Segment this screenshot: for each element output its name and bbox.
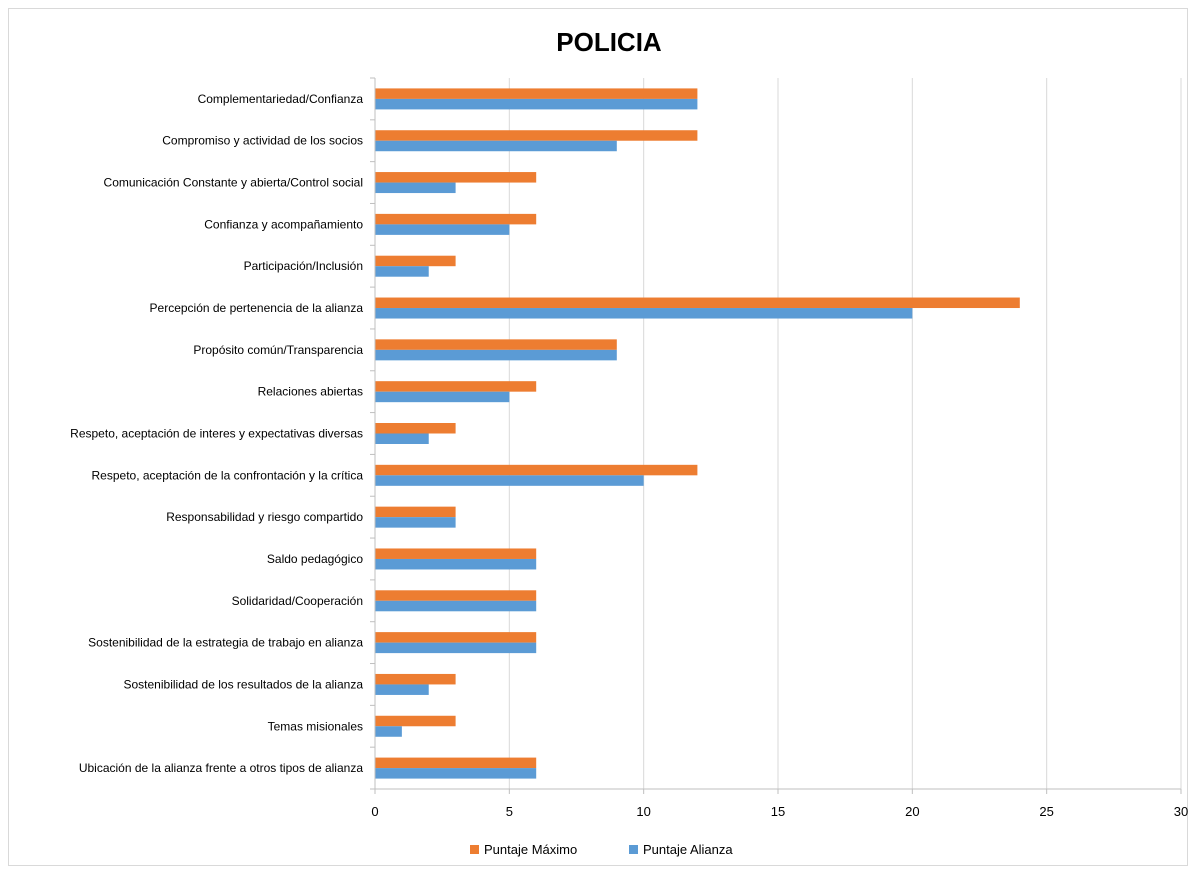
category-label: Confianza y acompañamiento [204,217,363,231]
bar-puntaje-alianza [375,600,537,612]
bar-puntaje-maximo [375,590,537,601]
category-label: Propósito común/Transparencia [193,343,363,357]
bar-puntaje-maximo [375,339,617,350]
category-label: Participación/Inclusión [244,259,363,273]
bar-puntaje-maximo [375,548,537,559]
category-label: Comunicación Constante y abierta/Control… [104,176,363,190]
bar-puntaje-maximo [375,757,537,769]
bar-puntaje-maximo [375,506,456,518]
legend-swatch-maximo [470,845,479,854]
bar-puntaje-alianza [375,768,537,779]
bar-puntaje-alianza [375,684,429,695]
legend-swatch-alianza [629,845,638,854]
bar-puntaje-alianza [375,558,537,570]
bar-puntaje-maximo [375,255,456,267]
gridlines [508,78,1182,789]
axes [370,77,1182,794]
bar-puntaje-maximo [375,172,537,183]
category-label: Solidaridad/Cooperación [232,594,363,608]
category-label: Saldo pedagógico [267,552,363,566]
bar-puntaje-maximo [375,213,537,225]
bar-puntaje-alianza [375,308,913,319]
bar-puntaje-maximo [375,715,456,727]
bar-puntaje-alianza [375,182,456,194]
legend-label: Puntaje Máximo [484,842,577,857]
bar-puntaje-alianza [375,266,429,277]
bar-puntaje-alianza [375,475,644,486]
x-tick-label: 5 [506,804,513,819]
bar-puntaje-alianza [375,433,429,444]
bar-puntaje-maximo [375,297,1020,309]
bar-puntaje-maximo [375,130,698,141]
category-label: Sostenibilidad de la estrategia de traba… [88,636,363,650]
x-tick-label: 15 [771,804,785,819]
category-label: Complementariedad/Confianza [198,92,364,106]
bar-puntaje-alianza [375,349,617,361]
category-label: Respeto, aceptación de interes y expecta… [70,427,363,441]
category-label: Percepción de pertenencia de la alianza [150,301,364,315]
bar-puntaje-maximo [375,673,456,685]
bar-puntaje-alianza [375,224,510,235]
x-tick-label: 10 [636,804,650,819]
category-label: Temas misionales [268,719,363,733]
bar-puntaje-maximo [375,423,456,434]
bar-puntaje-alianza [375,98,698,110]
x-tick-labels: 0 5 10 15 20 25 30 [371,804,1188,819]
category-label: Responsabilidad y riesgo compartido [166,510,363,524]
category-label: Sostenibilidad de los resultados de la a… [124,677,364,691]
x-tick-label: 30 [1174,804,1188,819]
x-tick-label: 0 [371,804,378,819]
category-label: Relaciones abiertas [258,385,363,399]
bar-puntaje-maximo [375,464,698,476]
chart-title: POLICIA [556,27,662,57]
bar-puntaje-maximo [375,88,698,99]
bar-puntaje-alianza [375,391,510,403]
bar-puntaje-alianza [375,726,402,737]
bar-puntaje-alianza [375,642,537,654]
bar-puntaje-maximo [375,381,537,392]
bars [375,88,1020,779]
legend-label: Puntaje Alianza [643,842,733,857]
category-labels: Complementariedad/Confianza Compromiso y … [70,92,363,775]
x-tick-label: 25 [1039,804,1053,819]
category-label: Respeto, aceptación de la confrontación … [92,468,364,482]
bar-puntaje-alianza [375,140,617,152]
bar-puntaje-maximo [375,632,537,643]
legend: Puntaje Máximo Puntaje Alianza [470,842,733,857]
category-label: Ubicación de la alianza frente a otros t… [79,761,364,775]
category-label: Compromiso y actividad de los socios [162,134,363,148]
x-tick-label: 20 [905,804,919,819]
bar-puntaje-alianza [375,517,456,528]
